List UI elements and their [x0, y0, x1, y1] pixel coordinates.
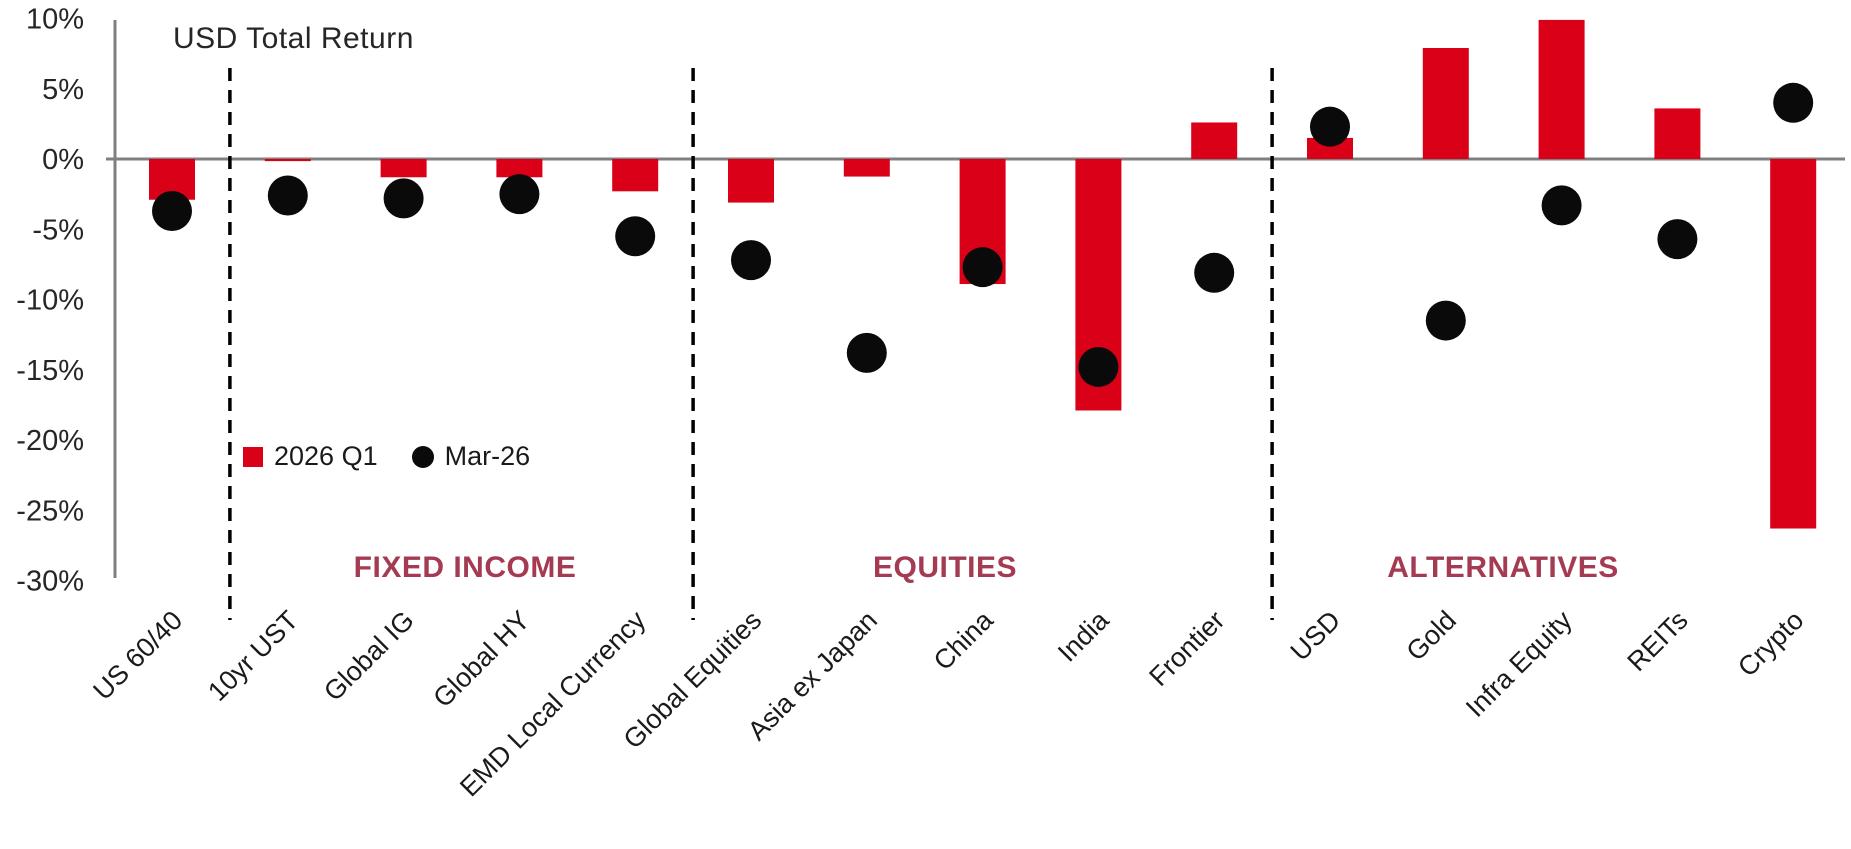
group-label-equities: EQUITIES	[873, 551, 1017, 584]
ytick-label-15: -15%	[16, 355, 84, 387]
dot-infra-equity	[1541, 185, 1582, 226]
bar-emd-local-currency	[612, 159, 659, 192]
legend-dot-swatch-icon	[411, 445, 434, 468]
category-label-global-hy: Global HY	[427, 605, 535, 713]
group-label-fixed-income: FIXED INCOME	[354, 551, 577, 584]
bar-global-ig	[380, 159, 427, 178]
ytick-label-5: -5%	[32, 214, 84, 246]
ytick-label-10: -10%	[16, 285, 84, 317]
category-label-10yr-ust: 10yr UST	[202, 605, 304, 707]
bar-10yr-ust	[264, 159, 311, 162]
bar-gold	[1422, 48, 1469, 159]
bar-reits	[1654, 108, 1701, 159]
legend-bar-label: 2026 Q1	[274, 441, 378, 471]
bar-global-equities	[728, 159, 774, 203]
category-label-global-ig: Global IG	[318, 605, 420, 707]
dot-reits	[1657, 219, 1698, 260]
dot-global-hy	[499, 174, 540, 215]
ytick-label-30: -30%	[16, 566, 84, 598]
dot-frontier	[1194, 252, 1235, 293]
dot-gold	[1425, 300, 1466, 341]
category-label-india: India	[1052, 604, 1115, 667]
ytick-label-0: 0%	[42, 144, 84, 176]
ytick-label-20: -20%	[16, 425, 84, 457]
legend: 2026 Q1 Mar-26	[243, 441, 530, 472]
dot-usd	[1310, 106, 1350, 147]
dot-global-ig	[383, 178, 424, 219]
dot-10yr-ust	[267, 175, 308, 216]
dot-us-60-40	[152, 190, 192, 231]
ytick-label-25: -25%	[16, 495, 84, 527]
bar-asia-ex-japan	[843, 159, 890, 177]
category-label-frontier: Frontier	[1143, 605, 1230, 692]
category-label-infra-equity: Infra Equity	[1460, 605, 1578, 723]
legend-bar-swatch-icon	[243, 446, 263, 467]
category-label-gold: Gold	[1400, 605, 1462, 667]
chart-title: USD Total Return	[173, 22, 414, 55]
dot-india	[1078, 346, 1119, 387]
category-label-us-60-40: US 60/40	[87, 605, 188, 706]
category-label-china: China	[928, 604, 1000, 676]
bar-global-hy	[496, 159, 543, 178]
bar-frontier	[1191, 122, 1238, 159]
category-label-reits: REITs	[1622, 605, 1694, 677]
dot-china	[962, 247, 1003, 288]
ytick-label-5: 5%	[42, 74, 84, 106]
dot-global-equities	[731, 240, 771, 281]
ytick-label-10: 10%	[26, 4, 84, 36]
legend-dot-label: Mar-26	[444, 441, 531, 471]
bar-usd	[1307, 137, 1353, 159]
dot-emd-local-currency	[615, 216, 656, 257]
dot-asia-ex-japan	[846, 332, 887, 373]
group-label-alternatives: ALTERNATIVES	[1387, 551, 1619, 584]
category-label-usd: USD	[1285, 605, 1347, 667]
dot-crypto	[1773, 82, 1814, 123]
bar-infra-equity	[1538, 19, 1585, 160]
bar-crypto	[1770, 159, 1817, 529]
category-label-crypto: Crypto	[1732, 605, 1809, 682]
